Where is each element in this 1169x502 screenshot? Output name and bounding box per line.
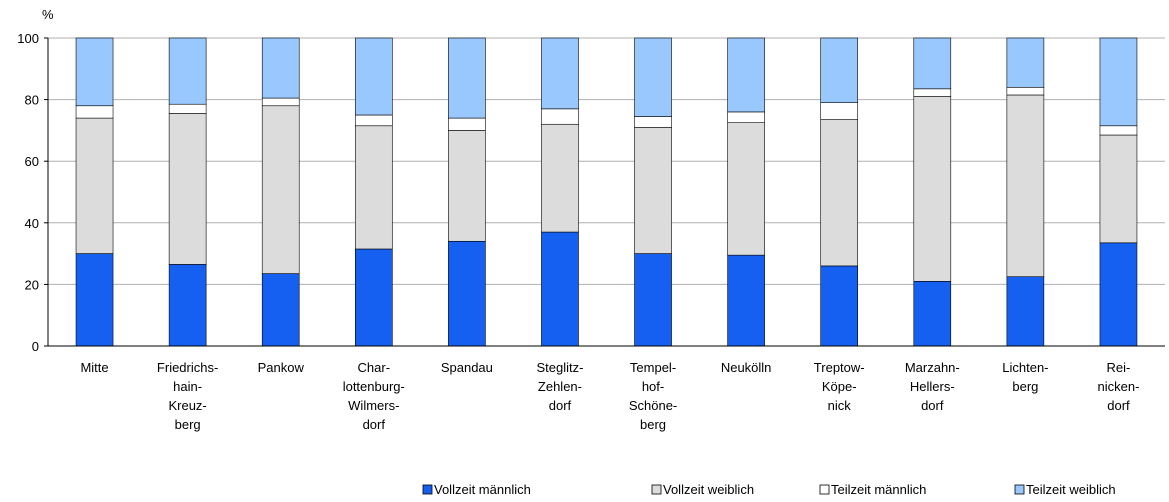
bar-segment [820, 102, 859, 120]
y-axis-label: % [42, 7, 54, 22]
legend-label: Vollzeit männlich [434, 482, 531, 497]
legend-swatch [819, 484, 830, 495]
bar-segment [354, 114, 393, 127]
bar-segment [75, 117, 114, 254]
bar-segment [1006, 276, 1045, 347]
bar-segment [168, 264, 207, 347]
bar-segment [448, 240, 486, 347]
x-tick-label: Spandau [441, 360, 493, 375]
bar-segment [354, 125, 393, 250]
bar-segment [1006, 37, 1045, 88]
bar-segment [1099, 242, 1138, 347]
bar-segment [448, 117, 486, 131]
bar-segment [261, 37, 300, 99]
bar-segment [261, 97, 300, 107]
y-tick-label: 0 [32, 339, 39, 354]
bar-segment [727, 37, 765, 113]
bar-segment [261, 273, 300, 347]
x-tick-label: Pankow [258, 360, 305, 375]
bar-segment [634, 127, 672, 254]
bar-segment [541, 231, 579, 347]
bar-segment [634, 253, 672, 347]
bar-segment [354, 37, 393, 116]
bar-segment [354, 248, 393, 347]
legend-swatch [651, 484, 662, 495]
bar-segment [1006, 86, 1045, 96]
x-tick-label: Neukölln [721, 360, 772, 375]
bar-segment [448, 37, 486, 119]
x-tick-label: Lichten-berg [1002, 360, 1048, 394]
legend-swatch [422, 484, 433, 495]
bar-segment [820, 265, 859, 347]
y-tick-label: 100 [17, 31, 39, 46]
x-tick-label: Rei-nicken-dorf [1097, 360, 1139, 413]
bar-segment [727, 254, 765, 347]
bar-segment [913, 281, 952, 347]
bar-segment [261, 105, 300, 274]
bar-segment [168, 113, 207, 265]
bar-segment [1099, 37, 1138, 127]
legend-label: Teilzeit weiblich [1026, 482, 1116, 497]
bar-segment [913, 88, 952, 97]
bar-segment [448, 130, 486, 242]
bar-segment [75, 37, 114, 107]
bar-segment [820, 37, 859, 103]
bar-segment [541, 108, 579, 125]
x-tick-label: Steglitz-Zehlen-dorf [536, 360, 583, 413]
bar-segment [727, 122, 765, 256]
bar-segment [75, 105, 114, 119]
bar-segment [1099, 125, 1138, 136]
bar-segment [634, 37, 672, 117]
bar-segment [75, 253, 114, 347]
x-tick-label: Mitte [80, 360, 108, 375]
bar-segment [634, 116, 672, 128]
bar-segment [1006, 94, 1045, 278]
x-tick-label: Char-lottenburg-Wilmers-dorf [343, 360, 405, 432]
x-tick-label: Marzahn-Hellers-dorf [905, 360, 960, 413]
legend-swatch [1014, 484, 1025, 495]
y-tick-label: 20 [25, 277, 39, 292]
x-tick-label: Friedrichs-hain-Kreuz-berg [157, 360, 218, 432]
bar-segment [168, 37, 207, 105]
y-tick-label: 80 [25, 93, 39, 108]
bar-segment [913, 96, 952, 282]
legend-label: Teilzeit männlich [831, 482, 926, 497]
y-tick-label: 60 [25, 154, 39, 169]
x-tick-label: Tempel-hof-Schöne-berg [629, 360, 677, 432]
legend-label: Vollzeit weiblich [663, 482, 754, 497]
bar-segment [541, 123, 579, 233]
bar-segment [541, 37, 579, 110]
bar-segment [820, 119, 859, 267]
bar-segment [727, 111, 765, 123]
x-tick-label: Treptow-Köpe-nick [814, 360, 865, 413]
bar-segment [1099, 134, 1138, 244]
bar-segment [913, 37, 952, 90]
bar-segment [168, 103, 207, 114]
y-tick-label: 40 [25, 216, 39, 231]
